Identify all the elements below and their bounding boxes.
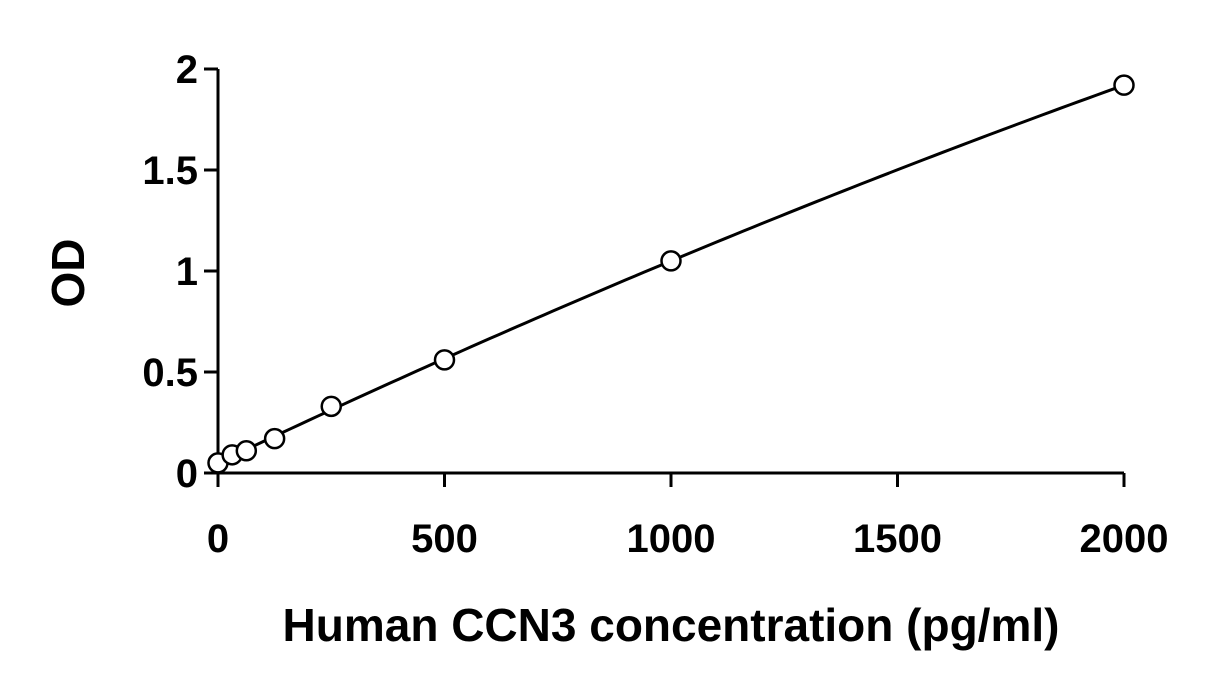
data-point [320,395,342,418]
x-axis-title: Human CCN3 concentration (pg/ml) [283,599,1060,651]
x-tick-label: 500 [411,517,478,561]
y-tick-label: 1 [176,250,198,294]
y-tick-label: 0.5 [142,351,198,395]
x-tick-label: 1500 [853,517,942,561]
data-point [660,250,682,272]
y-axis-ticks: 0 0.5 1 1.5 2 [142,48,218,496]
fit-curve [217,83,1125,465]
x-tick-label: 2000 [1080,517,1169,561]
data-point [263,427,286,450]
data-points [207,74,1135,474]
data-point [1113,74,1135,96]
x-tick-label: 1000 [627,517,716,561]
y-axis-title: OD [42,239,94,308]
data-point [235,440,258,462]
y-tick-label: 1.5 [142,149,198,193]
x-tick-label: 0 [207,517,229,561]
x-axis-ticks: 0 500 1000 1500 2000 [207,473,1169,561]
y-tick-label: 2 [176,48,198,92]
data-point [433,349,456,371]
y-tick-label: 0 [176,452,198,496]
